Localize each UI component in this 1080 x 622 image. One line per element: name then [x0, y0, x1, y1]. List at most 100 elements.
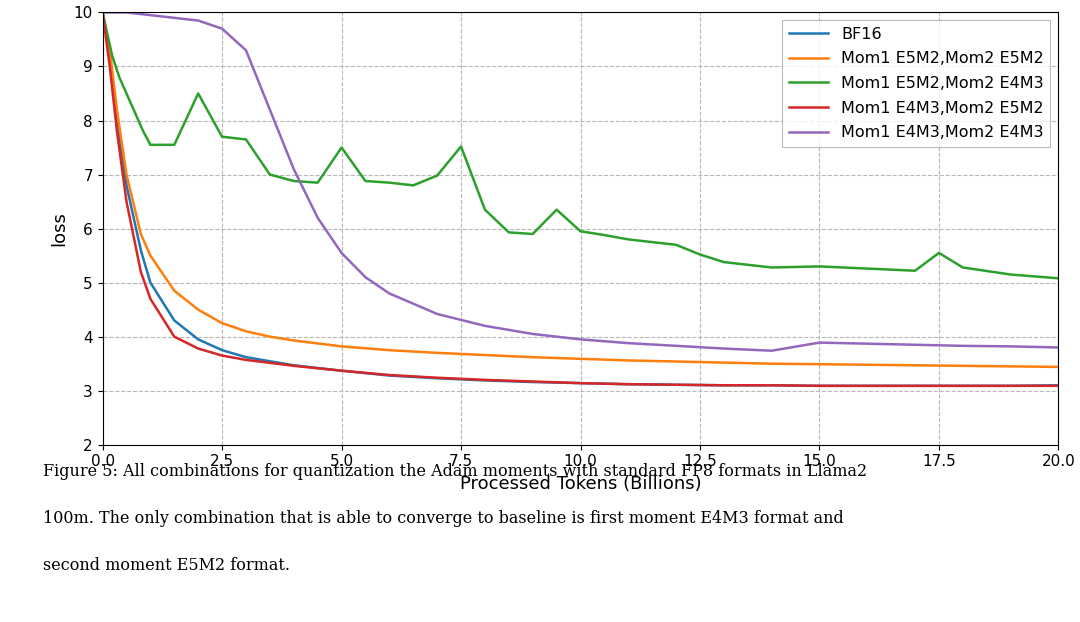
Mom1 E4M3,Mom2 E5M2 [957, 382, 970, 389]
Mom1 E5M2,Mom2 E4M3 [120, 90, 133, 97]
Mom1 E4M3,Mom2 E5M2 [813, 382, 826, 389]
Mom1 E5M2,Mom2 E5M2 [167, 287, 180, 294]
Mom1 E5M2,Mom2 E5M2 [766, 360, 779, 368]
Mom1 E5M2,Mom2 E5M2 [717, 359, 730, 366]
Mom1 E4M3,Mom2 E4M3 [359, 274, 372, 281]
Mom1 E4M3,Mom2 E4M3 [335, 249, 348, 257]
Line: Mom1 E4M3,Mom2 E5M2: Mom1 E4M3,Mom2 E5M2 [103, 12, 1058, 386]
Mom1 E5M2,Mom2 E5M2 [1052, 363, 1065, 371]
BF16 [813, 382, 826, 389]
Mom1 E4M3,Mom2 E4M3 [813, 339, 826, 346]
Mom1 E5M2,Mom2 E4M3 [766, 264, 779, 271]
Mom1 E4M3,Mom2 E4M3 [96, 9, 109, 16]
Mom1 E4M3,Mom2 E4M3 [216, 25, 229, 32]
Mom1 E5M2,Mom2 E5M2 [104, 47, 117, 54]
Mom1 E5M2,Mom2 E4M3 [100, 30, 113, 38]
Mom1 E5M2,Mom2 E5M2 [335, 343, 348, 350]
Mom1 E4M3,Mom2 E4M3 [526, 330, 539, 338]
Mom1 E5M2,Mom2 E4M3 [383, 179, 396, 187]
Mom1 E4M3,Mom2 E5M2 [134, 268, 147, 276]
BF16 [335, 367, 348, 374]
Mom1 E5M2,Mom2 E4M3 [693, 251, 706, 258]
Mom1 E5M2,Mom2 E4M3 [216, 133, 229, 141]
Mom1 E5M2,Mom2 E4M3 [908, 267, 921, 274]
Mom1 E5M2,Mom2 E4M3 [144, 141, 157, 149]
Mom1 E5M2,Mom2 E5M2 [622, 356, 635, 364]
Mom1 E5M2,Mom2 E4M3 [598, 231, 611, 239]
Mom1 E5M2,Mom2 E5M2 [134, 230, 147, 238]
Mom1 E5M2,Mom2 E4M3 [550, 206, 563, 213]
Mom1 E5M2,Mom2 E4M3 [240, 136, 253, 143]
Mom1 E4M3,Mom2 E4M3 [908, 341, 921, 348]
BF16 [766, 381, 779, 389]
Mom1 E5M2,Mom2 E4M3 [407, 182, 420, 189]
Mom1 E5M2,Mom2 E5M2 [526, 353, 539, 361]
Mom1 E5M2,Mom2 E5M2 [1004, 363, 1017, 370]
Mom1 E5M2,Mom2 E4M3 [622, 236, 635, 243]
Mom1 E4M3,Mom2 E5M2 [240, 356, 253, 364]
Mom1 E4M3,Mom2 E4M3 [1052, 344, 1065, 351]
Mom1 E5M2,Mom2 E5M2 [216, 320, 229, 327]
Mom1 E4M3,Mom2 E5M2 [575, 379, 588, 387]
Mom1 E5M2,Mom2 E5M2 [957, 362, 970, 369]
BF16 [144, 279, 157, 286]
Mom1 E5M2,Mom2 E4M3 [167, 141, 180, 149]
Mom1 E4M3,Mom2 E5M2 [717, 381, 730, 389]
Mom1 E4M3,Mom2 E4M3 [264, 106, 276, 113]
BF16 [167, 317, 180, 324]
BF16 [1052, 381, 1065, 389]
Text: 100m. The only combination that is able to converge to baseline is first moment : 100m. The only combination that is able … [43, 510, 843, 527]
Mom1 E5M2,Mom2 E4M3 [502, 229, 515, 236]
Line: Mom1 E5M2,Mom2 E4M3: Mom1 E5M2,Mom2 E4M3 [103, 12, 1058, 278]
Mom1 E4M3,Mom2 E5M2 [110, 128, 123, 135]
Mom1 E5M2,Mom2 E4M3 [287, 177, 300, 185]
Mom1 E5M2,Mom2 E5M2 [110, 106, 123, 113]
Mom1 E4M3,Mom2 E5M2 [216, 352, 229, 360]
Mom1 E5M2,Mom2 E5M2 [240, 328, 253, 335]
BF16 [957, 382, 970, 389]
Mom1 E4M3,Mom2 E4M3 [383, 290, 396, 297]
Mom1 E4M3,Mom2 E5M2 [104, 63, 117, 70]
Mom1 E4M3,Mom2 E4M3 [431, 310, 444, 318]
Mom1 E4M3,Mom2 E5M2 [861, 382, 874, 389]
Mom1 E4M3,Mom2 E5M2 [1004, 382, 1017, 389]
Mom1 E5M2,Mom2 E5M2 [120, 171, 133, 179]
Mom1 E5M2,Mom2 E5M2 [478, 351, 491, 359]
Mom1 E5M2,Mom2 E5M2 [813, 361, 826, 368]
Mom1 E4M3,Mom2 E5M2 [167, 333, 180, 340]
Mom1 E5M2,Mom2 E5M2 [287, 337, 300, 344]
Mom1 E4M3,Mom2 E4M3 [240, 47, 253, 54]
Mom1 E4M3,Mom2 E4M3 [167, 14, 180, 22]
Text: Figure 5: All combinations for quantization the Adam moments with standard FP8 f: Figure 5: All combinations for quantizat… [43, 463, 867, 480]
Mom1 E4M3,Mom2 E5M2 [526, 378, 539, 385]
Mom1 E5M2,Mom2 E4M3 [861, 265, 874, 272]
Mom1 E4M3,Mom2 E5M2 [670, 381, 683, 389]
Mom1 E4M3,Mom2 E4M3 [670, 342, 683, 350]
Mom1 E5M2,Mom2 E4M3 [670, 241, 683, 249]
Line: BF16: BF16 [103, 12, 1058, 386]
BF16 [287, 361, 300, 369]
Legend: BF16, Mom1 E5M2,Mom2 E5M2, Mom1 E5M2,Mom2 E4M3, Mom1 E4M3,Mom2 E5M2, Mom1 E4M3,M: BF16, Mom1 E5M2,Mom2 E5M2, Mom1 E5M2,Mom… [782, 21, 1051, 147]
BF16 [526, 378, 539, 386]
Mom1 E4M3,Mom2 E4M3 [766, 347, 779, 355]
BF16 [96, 9, 109, 16]
BF16 [104, 52, 117, 60]
BF16 [622, 381, 635, 388]
Mom1 E5M2,Mom2 E4M3 [159, 141, 172, 149]
Mom1 E4M3,Mom2 E5M2 [766, 381, 779, 389]
Mom1 E5M2,Mom2 E4M3 [1004, 271, 1017, 278]
Mom1 E4M3,Mom2 E5M2 [120, 198, 133, 205]
BF16 [120, 182, 133, 189]
X-axis label: Processed Tokens (Billions): Processed Tokens (Billions) [460, 475, 701, 493]
BF16 [134, 246, 147, 254]
Mom1 E4M3,Mom2 E4M3 [717, 345, 730, 352]
Mom1 E4M3,Mom2 E4M3 [311, 214, 324, 221]
Mom1 E5M2,Mom2 E5M2 [861, 361, 874, 368]
Mom1 E5M2,Mom2 E4M3 [455, 142, 468, 150]
Mom1 E5M2,Mom2 E5M2 [908, 361, 921, 369]
Line: Mom1 E4M3,Mom2 E4M3: Mom1 E4M3,Mom2 E4M3 [103, 12, 1058, 351]
BF16 [110, 117, 123, 124]
BF16 [1004, 382, 1017, 389]
Mom1 E4M3,Mom2 E4M3 [106, 9, 119, 16]
Mom1 E4M3,Mom2 E5M2 [622, 381, 635, 388]
